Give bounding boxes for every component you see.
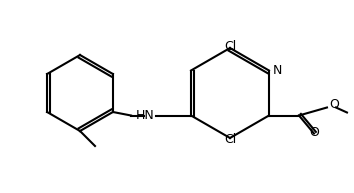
Text: HN: HN bbox=[135, 109, 154, 122]
Text: O: O bbox=[309, 125, 319, 139]
Text: Cl: Cl bbox=[224, 133, 236, 146]
Text: O: O bbox=[329, 98, 339, 111]
Text: N: N bbox=[273, 64, 282, 77]
Text: Cl: Cl bbox=[224, 40, 236, 53]
